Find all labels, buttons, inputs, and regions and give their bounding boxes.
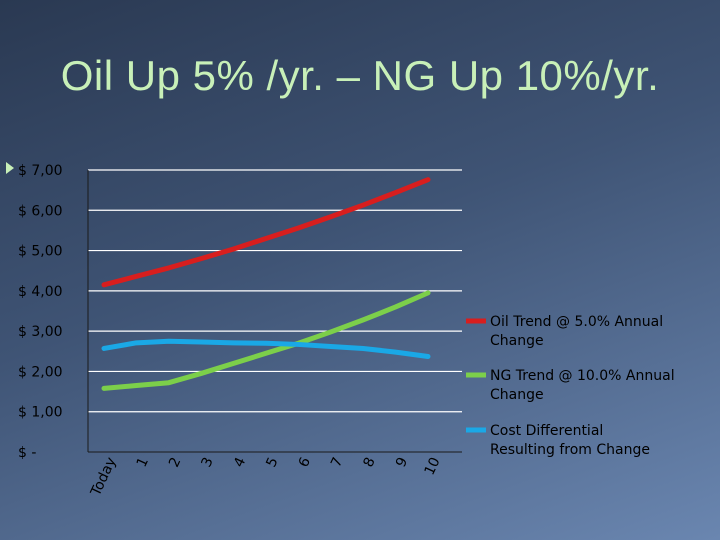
y-tick-label: $ 3,00 — [18, 324, 63, 340]
y-tick-label: $ 4,00 — [18, 284, 63, 300]
series-line — [101, 290, 431, 391]
y-tick-label: $ 5,00 — [18, 244, 63, 260]
x-tick-label: 3 — [199, 455, 217, 470]
legend-label: Cost Differential Resulting from Change — [490, 423, 650, 458]
x-tick-label: Today — [88, 455, 120, 499]
slide-bullet-marker — [6, 162, 14, 174]
x-tick-label: 8 — [361, 455, 379, 470]
x-tick-label: 4 — [231, 455, 249, 470]
legend-label: NG Trend @ 10.0% Annual Change — [490, 368, 675, 403]
x-tick-label: 6 — [296, 455, 314, 470]
series-line — [101, 177, 431, 288]
y-tick-label: $ 7,00 — [18, 163, 63, 179]
slide-title: Oil Up 5% /yr. – NG Up 10%/yr. — [60, 52, 660, 99]
x-tick-label: 9 — [393, 455, 411, 470]
x-tick-label: 2 — [166, 455, 184, 470]
legend-label: Oil Trend @ 5.0% Annual Change — [490, 314, 663, 349]
x-tick-label: 5 — [263, 455, 281, 470]
y-tick-label: $ 1,00 — [18, 405, 63, 421]
y-tick-label: $ 6,00 — [18, 203, 63, 219]
y-tick-label: $ - — [18, 445, 36, 461]
x-tick-label: 7 — [328, 455, 346, 470]
x-tick-label: 1 — [134, 455, 152, 470]
x-tick-label: 10 — [422, 455, 444, 478]
y-tick-label: $ 2,00 — [18, 364, 63, 380]
series-line — [101, 338, 431, 360]
